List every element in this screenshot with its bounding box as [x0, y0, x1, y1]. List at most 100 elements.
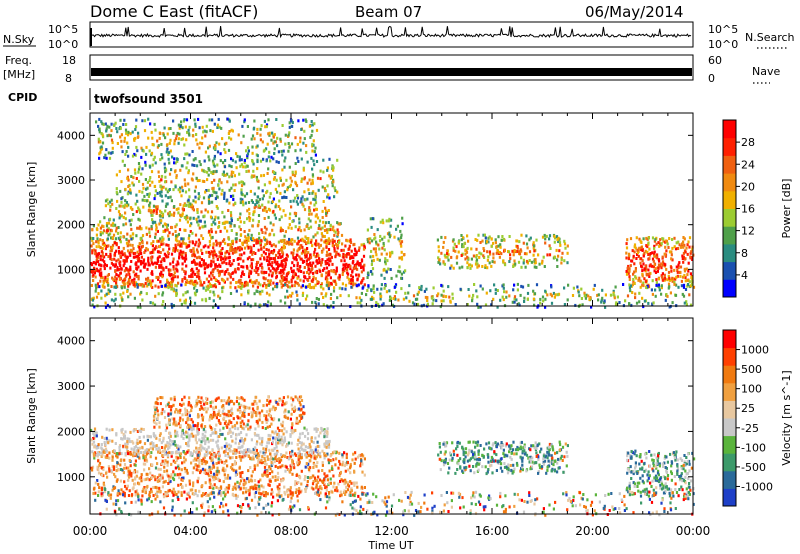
scatter-cell	[523, 300, 526, 303]
scatter-cell	[348, 252, 351, 256]
scatter-cell	[284, 301, 287, 305]
scatter-cell	[98, 269, 101, 273]
scatter-cell	[191, 205, 195, 209]
scatter-cell	[226, 476, 229, 480]
scatter-cell	[168, 488, 171, 492]
scatter-cell	[191, 254, 194, 258]
scatter-cell	[207, 263, 210, 267]
scatter-cell	[141, 119, 144, 123]
scatter-cell	[235, 450, 238, 454]
scatter-cell	[126, 232, 129, 236]
scatter-cell	[163, 162, 166, 166]
scatter-cell	[175, 157, 178, 161]
scatter-cell	[160, 194, 163, 198]
scatter-cell	[322, 158, 325, 162]
scatter-cell	[535, 238, 538, 242]
scatter-cell	[132, 470, 136, 474]
scatter-cell	[404, 291, 407, 295]
scatter-cell	[670, 269, 673, 273]
scatter-cell	[319, 243, 322, 247]
scatter-cell	[210, 474, 213, 478]
scatter-cell	[219, 265, 222, 268]
scatter-cell	[107, 227, 110, 231]
scatter-cell	[279, 279, 282, 283]
scatter-cell	[223, 260, 226, 264]
scatter-cell	[461, 236, 465, 240]
scatter-cell	[289, 468, 292, 471]
scatter-cell	[306, 465, 309, 469]
scatter-cell	[155, 207, 158, 211]
scatter-cell	[135, 145, 138, 149]
scatter-cell	[141, 198, 144, 202]
scatter-cell	[146, 193, 149, 196]
scatter-cell	[261, 289, 264, 293]
scatter-cell	[524, 265, 527, 269]
scatter-cell	[173, 161, 176, 165]
scatter-cell	[442, 245, 445, 249]
scatter-cell	[162, 133, 165, 137]
scatter-cell	[204, 190, 207, 194]
scatter-cell	[336, 158, 339, 162]
scatter-cell	[211, 193, 214, 197]
scatter-cell	[314, 207, 318, 211]
scatter-cell	[161, 303, 164, 307]
scatter-cell	[243, 478, 246, 482]
scatter-cell	[544, 305, 547, 309]
scatter-cell	[127, 270, 130, 274]
scatter-cell	[432, 298, 435, 302]
scatter-cell	[128, 459, 131, 462]
scatter-cell	[216, 268, 219, 272]
scatter-cell	[194, 195, 197, 199]
scatter-cell	[119, 126, 122, 130]
scatter-cell	[545, 234, 548, 238]
scatter-cell	[213, 483, 216, 487]
scatter-cell	[596, 293, 599, 297]
scatter-cell	[104, 455, 107, 459]
scatter-cell	[150, 487, 153, 491]
scatter-cell	[145, 145, 148, 149]
scatter-cell	[200, 494, 203, 498]
scatter-cell	[264, 125, 267, 129]
scatter-cell	[149, 176, 152, 179]
scatter-cell	[240, 247, 243, 251]
scatter-cell	[372, 247, 375, 251]
scatter-cell	[215, 239, 218, 243]
scatter-cell	[123, 494, 126, 498]
scatter-cell	[153, 261, 156, 265]
scatter-cell	[328, 273, 331, 277]
scatter-cell	[210, 236, 213, 240]
scatter-cell	[197, 215, 200, 219]
scatter-cell	[268, 293, 271, 297]
scatter-cell	[683, 269, 687, 273]
scatter-cell	[262, 284, 265, 288]
scatter-cell	[345, 490, 348, 494]
scatter-cell	[357, 283, 360, 287]
scatter-cell	[101, 239, 104, 242]
scatter-cell	[120, 267, 123, 271]
scatter-cell	[279, 207, 282, 211]
scatter-cell	[230, 186, 233, 190]
scatter-cell	[197, 468, 200, 472]
scatter-cell	[309, 286, 312, 289]
scatter-cell	[273, 140, 276, 144]
scatter-cell	[526, 291, 530, 295]
scatter-cell	[604, 305, 607, 309]
scatter-cell	[160, 242, 163, 246]
scatter-cell	[328, 259, 331, 263]
scatter-cell	[107, 465, 110, 469]
scatter-cell	[474, 238, 477, 241]
scatter-cell	[288, 488, 291, 491]
scatter-cell	[256, 268, 259, 272]
scatter-cell	[131, 478, 134, 482]
scatter-cell	[274, 475, 277, 479]
scatter-cell	[327, 458, 330, 462]
scatter-cell	[217, 224, 221, 228]
scatter-cell	[333, 186, 336, 190]
scatter-cell	[272, 281, 275, 285]
scatter-cell	[156, 205, 159, 209]
scatter-cell	[238, 172, 241, 176]
scatter-cell	[222, 450, 226, 454]
scatter-cell	[679, 274, 682, 278]
scatter-cell	[182, 204, 185, 208]
scatter-cell	[97, 255, 100, 259]
